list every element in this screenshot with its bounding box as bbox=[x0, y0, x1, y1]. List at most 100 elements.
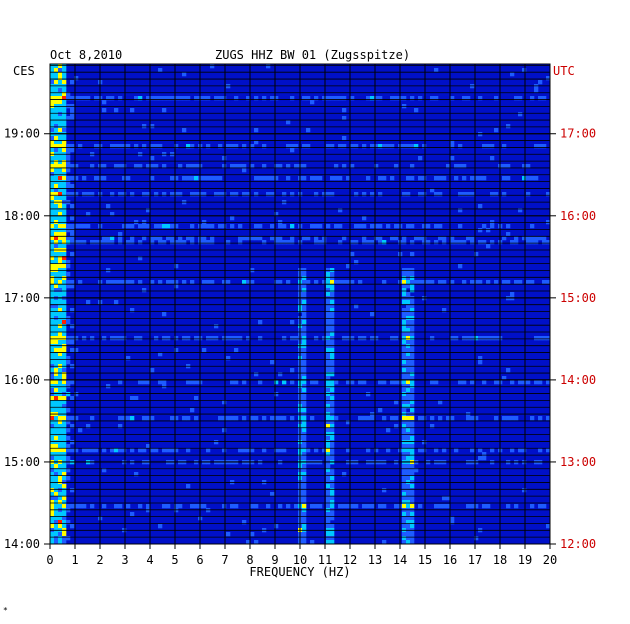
heat-cell bbox=[54, 396, 59, 401]
heat-cell bbox=[62, 520, 67, 525]
heat-cell bbox=[406, 440, 411, 445]
heat-cell bbox=[62, 324, 67, 329]
left-tick-label: 15:00 bbox=[4, 455, 40, 469]
heat-cell bbox=[66, 96, 71, 101]
heat-cell bbox=[238, 240, 243, 245]
heat-cell bbox=[66, 156, 71, 161]
heat-cell bbox=[478, 240, 483, 245]
heat-cell bbox=[62, 256, 67, 261]
heat-cell bbox=[470, 176, 475, 181]
heat-cell bbox=[130, 448, 135, 453]
heat-cell bbox=[370, 192, 375, 197]
heat-cell bbox=[210, 336, 215, 341]
heat-cell bbox=[330, 272, 335, 277]
heat-cell bbox=[470, 240, 475, 245]
x-tick-label: 13 bbox=[368, 553, 382, 567]
heat-cell bbox=[538, 380, 543, 385]
heat-cell bbox=[330, 356, 335, 361]
heat-cell bbox=[406, 420, 411, 425]
heat-cell bbox=[182, 96, 187, 101]
heat-cell bbox=[134, 336, 139, 341]
heat-cell bbox=[250, 532, 255, 537]
heat-cell bbox=[330, 484, 335, 489]
heat-cell bbox=[530, 176, 535, 181]
heat-cell bbox=[58, 160, 63, 165]
heat-cell bbox=[118, 164, 123, 169]
heat-cell bbox=[274, 392, 279, 397]
heat-cell bbox=[282, 416, 287, 421]
heat-cell bbox=[274, 416, 279, 421]
heat-cell bbox=[82, 240, 87, 245]
heat-cell bbox=[58, 356, 63, 361]
heat-cell bbox=[54, 160, 59, 165]
heat-cell bbox=[326, 300, 331, 305]
heat-cell bbox=[70, 176, 75, 181]
heat-cell bbox=[534, 176, 539, 181]
heat-cell bbox=[130, 240, 135, 245]
heat-cell bbox=[62, 516, 67, 521]
heat-cell bbox=[66, 224, 71, 229]
heat-cell bbox=[370, 416, 375, 421]
heat-cell bbox=[246, 236, 251, 241]
heat-cell bbox=[402, 504, 407, 509]
heat-cell bbox=[530, 96, 535, 101]
heat-cell bbox=[138, 380, 143, 385]
heat-cell bbox=[302, 520, 307, 525]
heat-cell bbox=[54, 416, 59, 421]
heat-cell bbox=[62, 540, 67, 545]
heat-cell bbox=[402, 408, 407, 413]
heat-cell bbox=[242, 416, 247, 421]
heat-cell bbox=[406, 432, 411, 437]
heat-cell bbox=[190, 504, 195, 509]
heat-cell bbox=[54, 88, 59, 93]
heat-cell bbox=[402, 420, 407, 425]
heat-cell bbox=[422, 448, 427, 453]
heat-cell bbox=[138, 504, 143, 509]
heat-cell bbox=[50, 92, 55, 97]
heat-cell bbox=[302, 536, 307, 541]
heat-cell bbox=[66, 520, 71, 525]
heat-cell bbox=[406, 300, 411, 305]
heat-cell bbox=[338, 240, 343, 245]
heat-cell bbox=[170, 176, 175, 181]
heat-cell bbox=[58, 380, 63, 385]
heat-cell bbox=[326, 368, 331, 373]
heat-cell bbox=[382, 540, 387, 545]
heat-cell bbox=[54, 216, 59, 221]
heat-cell bbox=[290, 368, 295, 373]
heat-cell bbox=[254, 416, 259, 421]
heat-cell bbox=[210, 176, 215, 181]
heat-cell bbox=[170, 192, 175, 197]
heat-cell bbox=[438, 236, 443, 241]
heat-cell bbox=[62, 512, 67, 517]
heat-cell bbox=[186, 484, 191, 489]
heat-cell bbox=[54, 408, 59, 413]
heat-cell bbox=[58, 216, 63, 221]
heat-cell bbox=[402, 324, 407, 329]
heat-cell bbox=[534, 240, 539, 245]
heat-cell bbox=[58, 120, 63, 125]
heat-cell bbox=[138, 164, 143, 169]
heat-cell bbox=[54, 360, 59, 365]
heat-cell bbox=[546, 192, 551, 197]
heat-cell bbox=[406, 500, 411, 505]
heat-cell bbox=[66, 356, 71, 361]
heat-cell bbox=[494, 280, 499, 285]
heat-cell bbox=[50, 136, 55, 141]
heat-cell bbox=[54, 292, 59, 297]
heat-cell bbox=[50, 464, 55, 469]
heat-cell bbox=[114, 144, 119, 149]
heat-cell bbox=[122, 224, 127, 229]
heat-cell bbox=[146, 96, 151, 101]
heat-cell bbox=[350, 96, 355, 101]
heat-cell bbox=[62, 320, 67, 325]
heat-cell bbox=[326, 416, 331, 421]
heat-cell bbox=[62, 212, 67, 217]
heat-cell bbox=[414, 236, 419, 241]
heat-cell bbox=[50, 408, 55, 413]
heat-cell bbox=[330, 472, 335, 477]
heat-cell bbox=[62, 236, 67, 241]
heat-cell bbox=[378, 240, 383, 245]
heat-cell bbox=[174, 284, 179, 289]
heat-cell bbox=[54, 224, 59, 229]
